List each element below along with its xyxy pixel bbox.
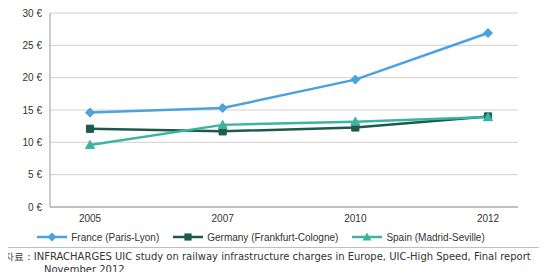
html-text:November 2012: November 2012 bbox=[44, 264, 125, 275]
svg-text:30 €: 30 € bbox=[23, 8, 43, 19]
svg-text:5 €: 5 € bbox=[28, 169, 42, 180]
html-text:Germany (Frankfurt-Cologne): Germany (Frankfurt-Cologne) bbox=[207, 231, 339, 243]
svg-text:2010: 2010 bbox=[344, 213, 367, 224]
html-text:Spain (Madrid-Seville): Spain (Madrid-Seville) bbox=[386, 231, 485, 243]
html-text:France (Paris-Lyon): France (Paris-Lyon) bbox=[71, 231, 160, 243]
svg-text:2007: 2007 bbox=[212, 213, 235, 224]
svg-text:15 €: 15 € bbox=[23, 105, 43, 116]
svg-text:2005: 2005 bbox=[79, 213, 102, 224]
svg-text:25 €: 25 € bbox=[23, 40, 43, 51]
svg-text:2012: 2012 bbox=[477, 213, 500, 224]
svg-text:10 €: 10 € bbox=[23, 137, 43, 148]
svg-text:0 €: 0 € bbox=[28, 202, 42, 213]
svg-text:20 €: 20 € bbox=[23, 72, 43, 83]
html-text:자료 : INFRACHARGES UIC study on: 자료 : INFRACHARGES UIC study on railway i… bbox=[4, 251, 531, 262]
